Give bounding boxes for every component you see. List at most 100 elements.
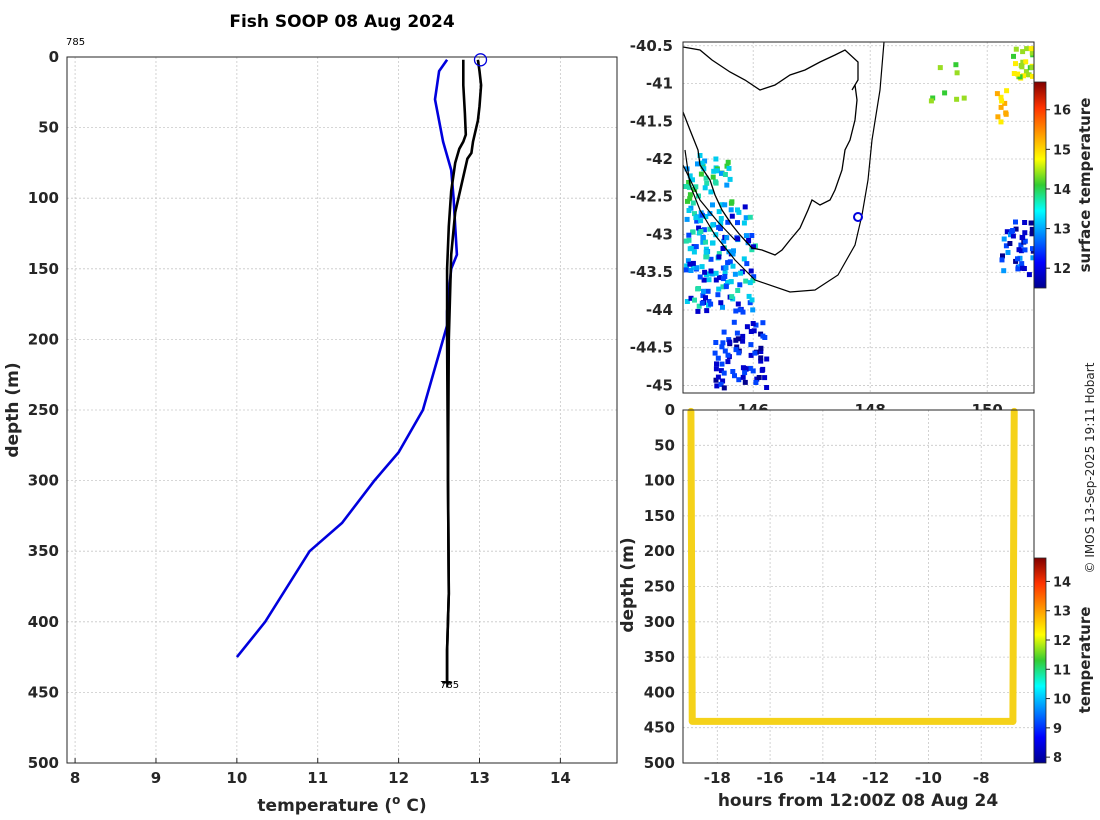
sst-cell — [746, 293, 752, 299]
sst-cell — [717, 275, 722, 281]
sst-cell — [753, 380, 759, 385]
sst-cell — [706, 299, 712, 304]
sst-cell — [732, 373, 737, 379]
sst-cell — [708, 189, 714, 195]
sst-cell — [744, 233, 749, 239]
section-y-tick-label: 300 — [644, 613, 675, 631]
sst-cell — [736, 350, 742, 356]
sst-cell — [743, 215, 749, 221]
sst-cell — [701, 277, 707, 283]
profile-series-profile-up — [445, 59, 483, 683]
sst-cell — [690, 200, 696, 206]
sst-cell — [687, 192, 693, 198]
sst-cell — [737, 307, 743, 313]
sst-cell — [749, 233, 755, 238]
sst-cell — [746, 238, 752, 243]
sst-cell — [699, 160, 705, 166]
sst-cell — [715, 355, 721, 361]
sst-cell — [1015, 71, 1021, 77]
map-lat-tick-label: -45 — [646, 376, 673, 394]
sst-cell — [937, 65, 943, 71]
sst-cell — [711, 168, 717, 174]
sst-cell — [702, 269, 708, 275]
sst-cell — [1017, 74, 1023, 80]
sst-cell — [684, 299, 690, 304]
sst-cell — [1019, 261, 1025, 267]
map-colorbar-tick-label: 14 — [1053, 183, 1071, 198]
sst-cell — [701, 227, 707, 233]
sst-cell — [684, 216, 690, 222]
sst-cell — [719, 361, 725, 367]
sst-cell — [694, 218, 700, 224]
profile-y-tick-label: 200 — [28, 330, 59, 348]
sst-cell — [740, 365, 746, 371]
sst-cell — [735, 336, 741, 342]
sst-cell — [758, 345, 764, 351]
sst-cell — [701, 288, 706, 294]
sst-cell — [684, 263, 690, 269]
section-colorbar-tick-label: 13 — [1053, 605, 1071, 620]
sst-cell — [998, 94, 1004, 100]
profile-end-marker — [442, 677, 453, 688]
sst-cell — [690, 264, 696, 270]
sst-cell — [721, 329, 727, 335]
sst-cell — [725, 359, 731, 365]
sst-cell — [1011, 71, 1017, 76]
profile-grid — [67, 56, 617, 764]
sst-cell — [726, 165, 732, 171]
sst-cell — [1007, 241, 1013, 246]
profile-title: Fish SOOP 08 Aug 2024 — [229, 12, 455, 32]
sst-cell — [749, 297, 755, 303]
profile-y-label: depth (m) — [3, 362, 23, 457]
sst-cell — [707, 211, 713, 217]
profile-x-tick-label: 8 — [70, 769, 80, 787]
section-colorbar-tick-label: 14 — [1053, 575, 1071, 590]
profile-x-tick-label: 10 — [226, 769, 247, 787]
sst-cell — [720, 340, 726, 346]
section-colorbar-tick-label: 8 — [1053, 751, 1062, 766]
section-x-ticks: -18 -16 -14 -12 -10 -8 — [704, 769, 990, 787]
sst-cell — [1010, 233, 1016, 239]
sst-cell — [723, 265, 729, 271]
sst-cell — [708, 268, 714, 274]
sst-cell — [733, 347, 739, 353]
sst-cell — [703, 175, 709, 181]
sst-cell — [729, 294, 735, 300]
profile-x-tick-label: 9 — [151, 769, 161, 787]
sst-cell — [998, 104, 1004, 110]
sst-cell — [708, 301, 714, 307]
section-y-tick-label: 450 — [644, 719, 675, 737]
sst-cell — [1022, 220, 1028, 225]
sst-cell — [686, 184, 692, 190]
map-panel: -40.5 -41 -41.5 -42 -42.5 -43 -43.5 -44 -44.5 -45… — [630, 37, 1094, 419]
section-x-label: hours from 12:00Z 08 Aug 24 — [718, 791, 999, 811]
sst-cell — [1004, 229, 1010, 235]
sst-cell — [730, 369, 736, 374]
profile-plot-area — [67, 57, 617, 763]
profile-y-ticks: 0 50 100 150 200 250 300 350 400 450 500 — [28, 48, 59, 772]
sst-cell — [724, 235, 730, 241]
sst-cell — [1008, 232, 1013, 238]
sst-cell — [728, 207, 734, 213]
sst-cell — [961, 95, 967, 101]
sst-cell — [721, 238, 727, 244]
section-descent — [687, 407, 696, 725]
profile-y-tick-label: 50 — [38, 119, 59, 137]
sst-cell — [712, 350, 718, 356]
sst-cell — [1003, 243, 1009, 249]
section-y-tick-label: 150 — [644, 507, 675, 525]
coastlines — [683, 42, 885, 293]
sst-cell — [710, 240, 715, 246]
sst-cell — [1016, 247, 1022, 253]
sst-cell — [1020, 265, 1025, 271]
map-lat-tick-label: -44 — [646, 301, 673, 319]
section-y-tick-label: 0 — [665, 401, 675, 419]
profile-panel: 8 9 10 11 12 13 14 0 50 100 150 200 250 300 350 400 450… — [3, 12, 618, 816]
sst-cell — [685, 198, 690, 204]
sst-cell — [728, 200, 734, 206]
sst-cell — [727, 259, 733, 265]
sst-cell — [748, 352, 754, 358]
sst-cell — [719, 202, 725, 208]
sst-cell — [760, 320, 766, 326]
sst-cell — [718, 216, 724, 221]
